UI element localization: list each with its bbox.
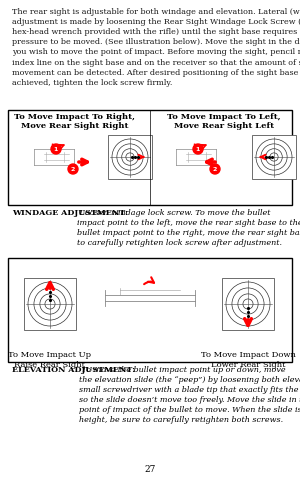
- Text: WINDAGE ADJUSTMENT:: WINDAGE ADJUSTMENT:: [12, 209, 128, 217]
- Text: ELEVATION ADJUSTMENT:: ELEVATION ADJUSTMENT:: [12, 366, 135, 374]
- Bar: [8, 110, 292, 205]
- Circle shape: [210, 164, 220, 174]
- Circle shape: [193, 144, 203, 154]
- Text: To Move Impact To Left,: To Move Impact To Left,: [167, 113, 281, 121]
- Text: 2: 2: [213, 167, 217, 171]
- Circle shape: [68, 164, 78, 174]
- Text: Move Rear Sight Right: Move Rear Sight Right: [21, 122, 129, 130]
- Text: 1: 1: [196, 147, 200, 151]
- Text: Move Rear Sight Left: Move Rear Sight Left: [174, 122, 274, 130]
- Circle shape: [51, 144, 61, 154]
- Text: Loosen windage lock screw. To move the bullet
impact point to the left, move the: Loosen windage lock screw. To move the b…: [77, 209, 300, 247]
- Text: To Move Impact To Right,: To Move Impact To Right,: [14, 113, 136, 121]
- Text: 27: 27: [144, 465, 156, 474]
- Text: Raise Rear Sight: Raise Rear Sight: [14, 361, 86, 369]
- Bar: [24, 278, 76, 330]
- Bar: [222, 278, 274, 330]
- Text: Lower Rear Sight: Lower Rear Sight: [211, 361, 285, 369]
- Text: To Move Impact Up: To Move Impact Up: [8, 351, 92, 359]
- Text: To Move Impact Down: To Move Impact Down: [201, 351, 296, 359]
- Text: The rear sight is adjustable for both windage and elevation. Lateral (windage)
a: The rear sight is adjustable for both wi…: [12, 8, 300, 87]
- Text: To move the bullet impact point up or down, move
the elevation slide (the “peep”: To move the bullet impact point up or do…: [79, 366, 300, 424]
- Bar: [8, 258, 292, 362]
- Bar: [108, 135, 152, 179]
- Text: 1: 1: [54, 147, 58, 151]
- Bar: [252, 135, 296, 179]
- Text: 2: 2: [71, 167, 75, 171]
